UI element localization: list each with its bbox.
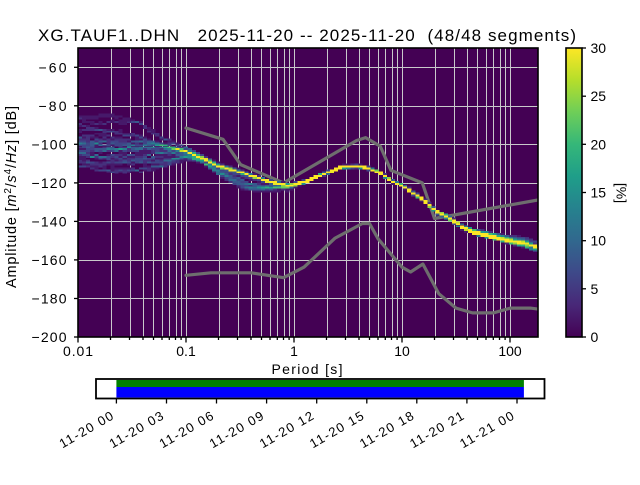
svg-text:−120: −120: [32, 175, 67, 191]
svg-text:10: 10: [394, 343, 410, 359]
svg-text:Amplitude [m2/s4/Hz] [dB]: Amplitude [m2/s4/Hz] [dB]: [3, 106, 20, 288]
svg-text:−100: −100: [32, 136, 67, 152]
svg-text:1: 1: [290, 343, 298, 359]
svg-text:Period [s]: Period [s]: [272, 361, 343, 377]
svg-text:30: 30: [591, 40, 607, 56]
svg-text:20: 20: [591, 136, 607, 152]
svg-text:−200: −200: [32, 329, 67, 345]
svg-text:25: 25: [591, 88, 607, 104]
svg-text:0.1: 0.1: [176, 343, 196, 359]
svg-text:XG.TAUF1..DHN 2025-11-20 --: XG.TAUF1..DHN 2025-11-20 -- 2025-11-20 (…: [38, 26, 576, 45]
svg-text:5: 5: [591, 281, 599, 297]
svg-text:[%]: [%]: [614, 183, 630, 203]
svg-text:−60: −60: [39, 59, 67, 75]
svg-text:−180: −180: [32, 291, 67, 307]
svg-text:0: 0: [591, 329, 599, 345]
svg-text:−80: −80: [39, 98, 67, 114]
svg-text:15: 15: [591, 185, 607, 201]
svg-text:−160: −160: [32, 252, 67, 268]
svg-text:100: 100: [498, 343, 522, 359]
svg-text:10: 10: [591, 233, 607, 249]
svg-text:0.01: 0.01: [63, 343, 93, 359]
svg-text:−140: −140: [32, 213, 67, 229]
